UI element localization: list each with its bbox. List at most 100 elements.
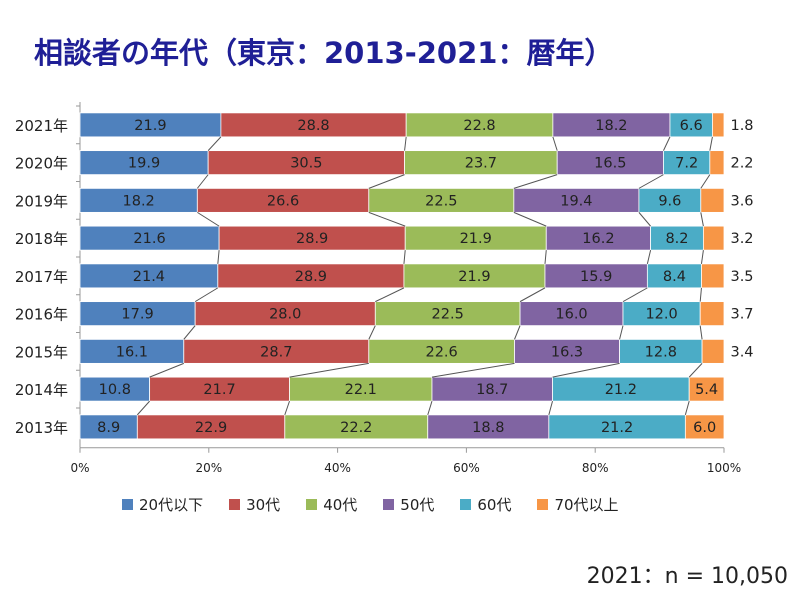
- series-line: [196, 174, 209, 189]
- bar-segment: [368, 187, 515, 213]
- data-label: 5.4: [695, 382, 718, 398]
- bar-segment: [552, 376, 690, 402]
- data-label: 8.9: [97, 420, 120, 436]
- series-line: [544, 250, 547, 264]
- legend-swatch: [306, 499, 318, 510]
- bar-segment: [712, 112, 725, 138]
- data-label: 22.8: [463, 118, 495, 134]
- series-line: [431, 362, 515, 378]
- legend-label: 60代: [477, 496, 512, 514]
- bar-segment: [404, 150, 558, 176]
- x-tick-label: 40%: [324, 461, 351, 475]
- bar-segment: [684, 414, 725, 440]
- x-tick-label: 100%: [707, 461, 741, 475]
- bar-segment: [374, 301, 521, 327]
- bar-segment: [79, 187, 198, 213]
- data-label: 21.9: [460, 231, 492, 247]
- data-label: 21.9: [458, 269, 490, 285]
- bar-segment: [79, 376, 151, 402]
- data-label: 6.6: [680, 118, 703, 134]
- data-label: 17.9: [121, 307, 153, 323]
- series-line: [709, 136, 713, 151]
- bar-segment: [79, 263, 219, 289]
- data-label: 1.8: [730, 118, 753, 134]
- data-label: 3.5: [730, 269, 753, 285]
- bar-segment: [79, 225, 220, 251]
- series-line: [638, 174, 664, 189]
- series-line: [427, 400, 433, 416]
- x-tick-label: 60%: [453, 461, 480, 475]
- data-label: 18.2: [123, 193, 155, 209]
- legend-swatch: [460, 499, 472, 510]
- bar-segment: [709, 150, 725, 176]
- page-title: 相談者の年代（東京：2013-2021：暦年）: [34, 36, 614, 70]
- bar-segment: [427, 414, 550, 440]
- series-line: [403, 250, 406, 264]
- data-label: 30.5: [290, 156, 322, 172]
- data-label: 3.4: [730, 344, 753, 360]
- series-line: [368, 174, 405, 189]
- legend-label: 70代以上: [554, 496, 619, 514]
- bar-segment: [136, 414, 286, 440]
- series-line: [700, 174, 711, 189]
- data-label: 8.2: [665, 231, 688, 247]
- series-line: [289, 362, 369, 378]
- data-label: 21.7: [203, 382, 235, 398]
- legend-swatch: [383, 499, 395, 510]
- data-label: 8.4: [663, 269, 686, 285]
- data-label: 16.1: [116, 344, 148, 360]
- data-label: 28.0: [269, 307, 301, 323]
- bar-segment: [284, 414, 429, 440]
- bar-segment: [513, 187, 640, 213]
- bar-segment: [700, 187, 725, 213]
- data-label: 21.2: [605, 382, 637, 398]
- series-line: [513, 211, 547, 227]
- series-line: [638, 212, 651, 227]
- bar-segment: [289, 376, 433, 402]
- series-line: [548, 400, 554, 416]
- series-line: [684, 400, 690, 416]
- data-label: 16.3: [551, 344, 583, 360]
- legend-item: 50代: [383, 494, 434, 515]
- bar-segment: [79, 414, 138, 440]
- series-line: [699, 325, 703, 340]
- y-tick-label: 2014年: [15, 381, 68, 399]
- legend-item: 60代: [460, 494, 511, 515]
- legend-swatch: [122, 499, 133, 510]
- bar-segment: [519, 301, 624, 327]
- data-label: 19.9: [128, 156, 160, 172]
- x-tick-label: 0%: [70, 461, 89, 475]
- bar-segment: [669, 112, 713, 138]
- data-label: 16.2: [582, 231, 614, 247]
- data-label: 28.9: [295, 269, 327, 285]
- data-label: 16.0: [555, 307, 587, 323]
- data-label: 3.6: [730, 193, 753, 209]
- bar-segment: [220, 112, 407, 138]
- y-tick-label: 2018年: [15, 230, 68, 248]
- legend-item: 30代: [229, 494, 280, 515]
- bar-segment: [196, 187, 370, 213]
- data-label: 26.6: [267, 193, 299, 209]
- data-label: 21.4: [133, 269, 165, 285]
- bar-segment: [556, 150, 664, 176]
- legend-label: 20代以下: [139, 496, 204, 514]
- y-tick-label: 2019年: [15, 192, 68, 210]
- data-label: 22.2: [340, 420, 372, 436]
- data-label: 28.9: [296, 231, 328, 247]
- series-line: [183, 325, 196, 340]
- y-tick-label: 2016年: [15, 306, 68, 324]
- legend-swatch: [537, 499, 549, 510]
- bar-segment: [514, 338, 620, 364]
- series-line: [197, 211, 220, 227]
- series-line: [514, 325, 521, 340]
- data-label: 19.4: [560, 193, 592, 209]
- data-label: 16.5: [594, 156, 626, 172]
- series-line: [700, 250, 704, 264]
- data-label: 21.9: [134, 118, 166, 134]
- series-line: [646, 250, 652, 264]
- series-line: [404, 136, 407, 151]
- bar-segment: [149, 376, 290, 402]
- series-line: [663, 136, 671, 151]
- series-line: [194, 287, 219, 303]
- data-label: 22.9: [195, 420, 227, 436]
